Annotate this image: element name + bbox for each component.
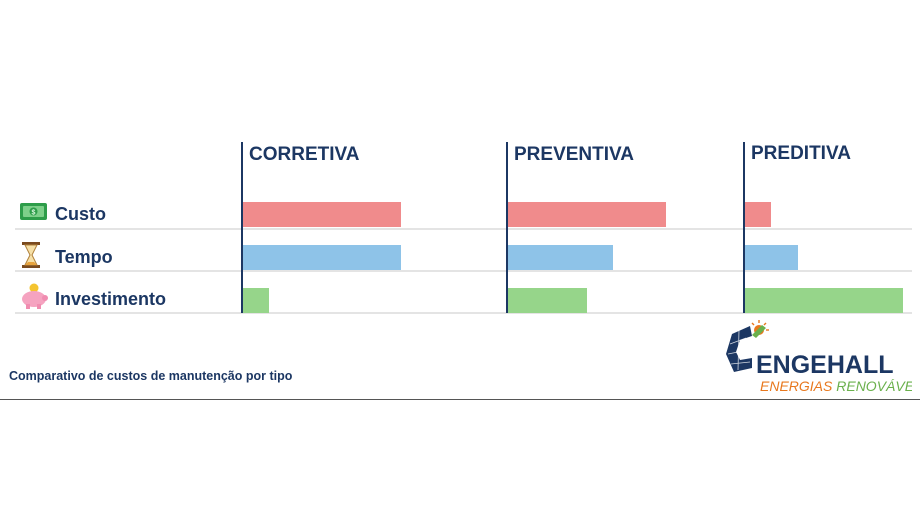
logo-name: ENGEHALL [756, 351, 894, 379]
bar-custo-preventiva [508, 202, 666, 227]
bottom-divider [0, 399, 920, 400]
bar-tempo-corretiva [243, 245, 401, 270]
maintenance-comparison-chart: CORRETIVA PREVENTIVA PREDITIVA $ Custo T… [15, 142, 912, 314]
money-icon: $ [20, 203, 47, 220]
solar-c-icon [726, 326, 752, 372]
bar-tempo-preventiva [508, 245, 613, 270]
svg-text:$: $ [32, 210, 36, 217]
logo-tagline-energias: ENERGIAS [760, 378, 836, 394]
column-title-preditiva: PREDITIVA [751, 143, 851, 164]
logo-tagline: ENERGIAS RENOVÁVEIS [760, 378, 912, 394]
row-label-investimento: Investimento [55, 289, 166, 309]
bar-investimento-preventiva [508, 288, 587, 313]
bar-investimento-preditiva [745, 288, 903, 313]
column-title-preventiva: PREVENTIVA [514, 144, 634, 165]
piggy-bank-icon [22, 283, 48, 309]
bars-group [243, 202, 903, 313]
sun-icon [751, 320, 769, 338]
hourglass-icon [22, 242, 40, 268]
logo-tagline-renovaveis: RENOVÁVEIS [836, 378, 912, 394]
row-label-tempo: Tempo [55, 247, 113, 267]
bar-investimento-corretiva [243, 288, 269, 313]
bar-tempo-preditiva [745, 245, 798, 270]
bar-custo-corretiva [243, 202, 401, 227]
chart-caption: Comparativo de custos de manutenção por … [9, 369, 293, 383]
bar-custo-preditiva [745, 202, 771, 227]
engehall-logo: ENGEHALL ENERGIAS RENOVÁVEIS [726, 320, 912, 394]
row-label-custo: Custo [55, 204, 106, 224]
column-title-corretiva: CORRETIVA [249, 144, 360, 165]
